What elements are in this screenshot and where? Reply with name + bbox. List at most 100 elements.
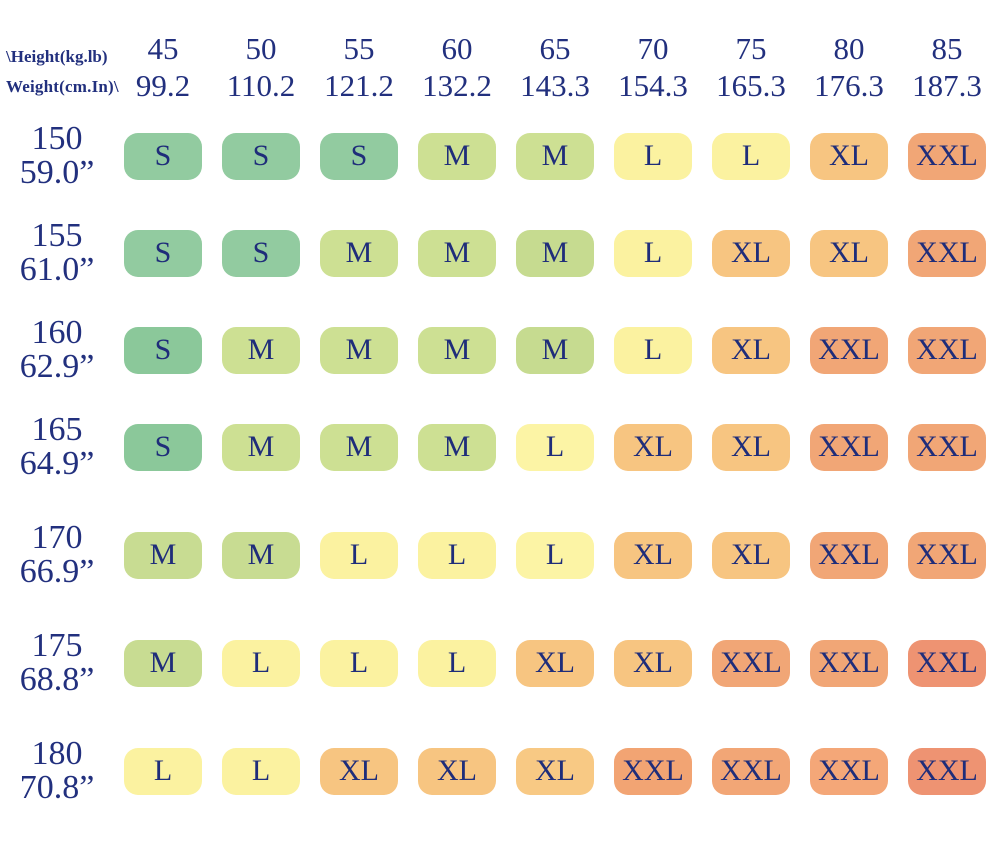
row-label-height: 160 62.9”: [0, 316, 114, 384]
cell: S: [114, 132, 212, 180]
size-pill: M: [516, 229, 594, 277]
size-pill: XXL: [712, 639, 790, 687]
cell: L: [408, 639, 506, 687]
cell: S: [310, 132, 408, 180]
cell: L: [702, 132, 800, 180]
table-row: 150 59.0” S S S M M L L XL XXL: [0, 122, 1000, 190]
size-pill: L: [418, 531, 496, 579]
size-pill: M: [222, 326, 300, 374]
cell: XL: [800, 132, 898, 180]
row-label-height: 150 59.0”: [0, 122, 114, 190]
cell: M: [310, 423, 408, 471]
size-pill: XL: [712, 531, 790, 579]
cell: M: [408, 132, 506, 180]
size-pill: L: [614, 229, 692, 277]
table-body: 150 59.0” S S S M M L L XL XXL 155 61.0” S S M M M L XL XL XX…: [0, 122, 1000, 805]
size-pill: M: [222, 423, 300, 471]
size-pill: XL: [810, 132, 888, 180]
column-weight-lb: 154.3: [618, 68, 688, 103]
size-pill: XL: [418, 747, 496, 795]
size-pill: M: [222, 531, 300, 579]
size-pill: XXL: [908, 423, 986, 471]
cell: S: [114, 423, 212, 471]
column-header: 50 110.2: [212, 30, 310, 104]
cell: L: [310, 639, 408, 687]
cell: L: [604, 229, 702, 277]
size-pill: XXL: [810, 639, 888, 687]
size-pill: XXL: [810, 423, 888, 471]
size-pill: M: [124, 639, 202, 687]
size-pill: XXL: [908, 639, 986, 687]
size-pill: M: [320, 423, 398, 471]
column-header: 75 165.3: [702, 30, 800, 104]
size-pill: M: [418, 423, 496, 471]
row-height-cm: 180: [31, 735, 83, 772]
size-pill: XXL: [810, 747, 888, 795]
cell: XL: [506, 747, 604, 795]
size-pill: L: [712, 132, 790, 180]
column-weight-kg: 45: [147, 31, 179, 66]
cell: XXL: [898, 639, 996, 687]
column-weight-lb: 121.2: [324, 68, 394, 103]
cell: XL: [702, 531, 800, 579]
size-pill: L: [222, 639, 300, 687]
size-pill: M: [124, 531, 202, 579]
size-pill: S: [124, 229, 202, 277]
column-weight-lb: 165.3: [716, 68, 786, 103]
size-pill: L: [516, 423, 594, 471]
column-header: 55 121.2: [310, 30, 408, 104]
column-weight-lb: 187.3: [912, 68, 982, 103]
corner-label: \Height(kg.lb) Weight(cm.In)\: [0, 30, 119, 102]
column-weight-kg: 60: [441, 31, 473, 66]
column-weight-lb: 110.2: [226, 68, 296, 103]
size-pill: S: [124, 326, 202, 374]
size-pill: XL: [516, 747, 594, 795]
cell: XL: [800, 229, 898, 277]
cell: L: [506, 531, 604, 579]
cell: L: [408, 531, 506, 579]
size-pill: M: [320, 229, 398, 277]
row-height-cm: 175: [31, 627, 83, 664]
cell: XL: [506, 639, 604, 687]
column-weight-lb: 176.3: [814, 68, 884, 103]
row-label-height: 170 66.9”: [0, 521, 114, 589]
size-pill: S: [320, 132, 398, 180]
size-pill: XXL: [712, 747, 790, 795]
cell: XXL: [898, 132, 996, 180]
cell: L: [212, 639, 310, 687]
corner-label-height: \Height(kg.lb): [6, 47, 108, 66]
column-header: 65 143.3: [506, 30, 604, 104]
size-pill: XL: [810, 229, 888, 277]
size-pill: L: [320, 639, 398, 687]
header-row: \Height(kg.lb) Weight(cm.In)\ 45 99.2 50 11…: [0, 0, 1000, 104]
column-header: 80 176.3: [800, 30, 898, 104]
cell: XXL: [800, 423, 898, 471]
cell: S: [212, 132, 310, 180]
cell: M: [408, 326, 506, 374]
cell: XXL: [702, 747, 800, 795]
column-weight-lb: 132.2: [422, 68, 492, 103]
row-height-in: 64.9”: [19, 445, 95, 482]
cell: XXL: [604, 747, 702, 795]
cell: L: [506, 423, 604, 471]
row-height-in: 61.0”: [19, 251, 95, 288]
size-pill: M: [516, 326, 594, 374]
cell: M: [310, 326, 408, 374]
column-weight-kg: 55: [343, 31, 375, 66]
cell: XXL: [898, 326, 996, 374]
cell: M: [310, 229, 408, 277]
column-weight-lb: 143.3: [520, 68, 590, 103]
column-weight-kg: 85: [931, 31, 963, 66]
size-pill: S: [124, 423, 202, 471]
size-pill: XL: [712, 423, 790, 471]
size-pill: XL: [614, 423, 692, 471]
row-height-cm: 165: [31, 411, 83, 448]
size-pill: XL: [516, 639, 594, 687]
cell: XL: [604, 423, 702, 471]
cell: XXL: [800, 531, 898, 579]
cell: XXL: [800, 639, 898, 687]
row-height-in: 68.8”: [19, 661, 95, 698]
size-pill: XL: [320, 747, 398, 795]
cell: M: [506, 132, 604, 180]
cell: L: [604, 132, 702, 180]
